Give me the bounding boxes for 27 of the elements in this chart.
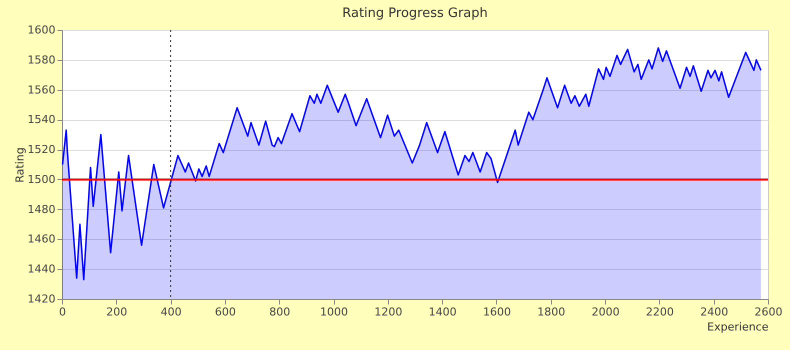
y-tick-label: 1460 bbox=[28, 232, 56, 246]
x-tick-label: 400 bbox=[160, 306, 182, 318]
chart-title: Rating Progress Graph bbox=[342, 6, 488, 21]
y-tick-label: 1520 bbox=[28, 143, 56, 156]
y-tick-label: 1600 bbox=[28, 24, 56, 36]
x-tick-label: 0 bbox=[59, 306, 66, 318]
x-axis-title: Experience bbox=[707, 320, 769, 334]
x-tick-label: 2200 bbox=[646, 306, 674, 318]
x-tick-label: 1600 bbox=[482, 306, 511, 318]
y-tick-label: 1580 bbox=[28, 53, 56, 66]
x-tick-label: 1400 bbox=[428, 306, 457, 318]
x-tick-label: 1800 bbox=[537, 306, 566, 318]
x-tick-label: 200 bbox=[106, 306, 128, 318]
y-tick-label: 1440 bbox=[28, 262, 56, 276]
y-tick-label: 1500 bbox=[28, 172, 56, 186]
x-tick-label: 2400 bbox=[700, 306, 728, 318]
x-tick-label: 600 bbox=[214, 306, 236, 318]
y-tick-label: 1540 bbox=[28, 113, 56, 126]
x-tick-label: 2000 bbox=[592, 306, 620, 318]
x-tick-label: 1200 bbox=[374, 306, 402, 318]
y-axis-title: Rating bbox=[14, 147, 27, 183]
x-tick-label: 1000 bbox=[320, 306, 348, 318]
y-tick-label: 1420 bbox=[28, 292, 56, 306]
y-tick-label: 1480 bbox=[28, 202, 56, 216]
y-tick-label: 1560 bbox=[28, 83, 56, 96]
x-tick-label: 800 bbox=[269, 306, 290, 318]
x-tick-label: 2600 bbox=[754, 306, 782, 318]
